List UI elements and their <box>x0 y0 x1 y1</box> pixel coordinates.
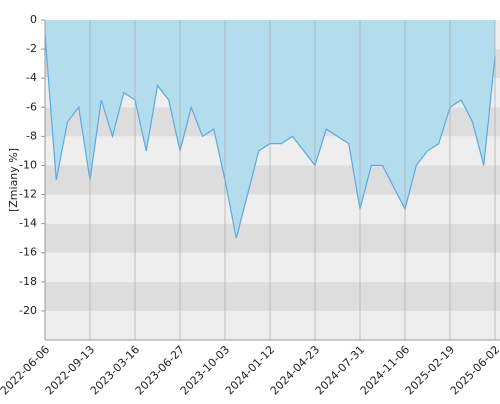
y-tick-label: 0 <box>30 13 37 26</box>
band <box>45 223 500 253</box>
y-tick-label: -6 <box>26 100 37 113</box>
y-tick-label: -14 <box>19 217 37 230</box>
y-tick-label: -4 <box>26 71 37 84</box>
y-tick-label: -20 <box>19 304 37 317</box>
y-tick-label: -8 <box>26 129 37 142</box>
y-tick-label: -18 <box>19 275 37 288</box>
y-axis-label: [Zmiany %] <box>7 148 20 212</box>
y-tick-label: -10 <box>19 158 37 171</box>
band <box>45 310 500 340</box>
band <box>45 194 500 224</box>
band <box>45 281 500 311</box>
band <box>45 252 500 282</box>
y-tick-label: -12 <box>19 188 37 201</box>
y-tick-label: -2 <box>26 42 37 55</box>
y-tick-label: -16 <box>19 246 37 259</box>
band <box>45 165 500 195</box>
